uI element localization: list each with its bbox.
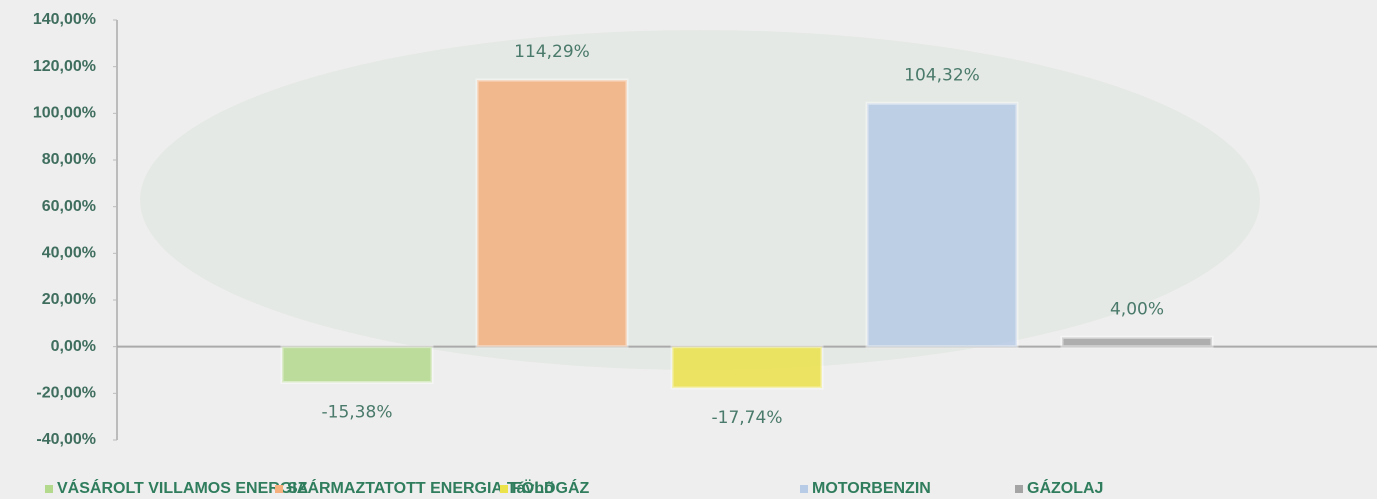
y-tick-label: 20,00% xyxy=(42,291,96,308)
y-tick-label: 80,00% xyxy=(42,151,96,168)
y-tick-label: 60,00% xyxy=(42,198,96,215)
y-tick-label: -20,00% xyxy=(36,385,96,402)
legend-label: VÁSÁROLT VILLAMOS ENERGIA xyxy=(57,478,309,497)
bar xyxy=(670,345,824,390)
data-label: 4,00% xyxy=(1110,299,1164,319)
data-label: 114,29% xyxy=(514,42,590,62)
data-label: -17,74% xyxy=(712,408,783,428)
legend-label: GÁZOLAJ xyxy=(1027,478,1103,497)
legend-label: SZÁRMAZTATOTT ENERGIA Távhő xyxy=(287,478,554,497)
y-tick-label: 40,00% xyxy=(42,245,96,262)
legend-swatch xyxy=(500,485,508,493)
bar xyxy=(1060,335,1214,349)
legend-swatch xyxy=(800,485,808,493)
legend-swatch xyxy=(1015,485,1023,493)
y-tick-label: 100,00% xyxy=(33,105,96,122)
data-label: -15,38% xyxy=(322,403,393,423)
legend-swatch xyxy=(275,485,283,493)
bar xyxy=(280,345,434,385)
y-tick-label: 140,00% xyxy=(33,11,96,28)
tree-backdrop xyxy=(140,30,1260,370)
y-tick-label: 120,00% xyxy=(33,58,96,75)
legend-label: FÖLDGÁZ xyxy=(512,478,590,497)
y-tick-label: 0,00% xyxy=(51,338,96,355)
bar xyxy=(475,78,629,349)
legend-swatch xyxy=(45,485,53,493)
data-label: 104,32% xyxy=(904,65,980,85)
bar xyxy=(865,101,1019,349)
y-tick-label: -40,00% xyxy=(36,431,96,448)
legend-label: MOTORBENZIN xyxy=(812,480,931,497)
